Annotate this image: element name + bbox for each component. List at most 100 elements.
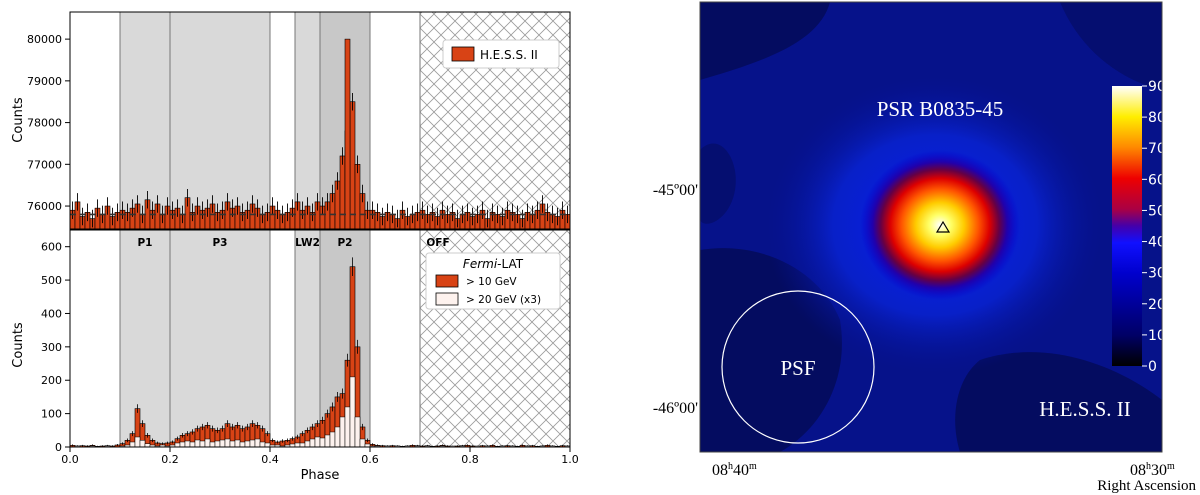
top-y-axis-label: Counts [11, 97, 26, 143]
fermi-20gev-bar [299, 442, 306, 447]
fermi-20gev-bar [209, 441, 216, 447]
fermi-20gev-bar [194, 439, 201, 447]
fermi-20gev-bar [474, 445, 481, 447]
bottom-ytick-label: 100 [41, 408, 62, 421]
legend-label-20gev: > 20 GeV (x3) [466, 294, 541, 306]
top-y-ticks: 76000 77000 78000 79000 80000 [27, 33, 70, 213]
fermi-20gev-bar [524, 445, 531, 447]
fermi-20gev-bar [439, 445, 446, 447]
fermi-20gev-bar [224, 438, 231, 447]
phase-region-p1 [120, 12, 170, 229]
hess-histogram [70, 38, 570, 229]
fermi-20gev-bar [239, 441, 246, 447]
instrument-label: H.E.S.S. II [1039, 397, 1131, 421]
xtick-label: 0.8 [461, 453, 479, 466]
xtick-label: 0.4 [261, 453, 279, 466]
pulsar-position-marker [935, 220, 951, 233]
top-ytick-label: 77000 [27, 158, 62, 171]
fermi-20gev-bar [129, 441, 136, 447]
pulsar-emission [860, 150, 1020, 300]
bottom-ytick-label: 300 [41, 341, 62, 354]
fermi-20gev-bar [564, 445, 570, 447]
top-axes-frame [69, 11, 571, 230]
fermi-20gev-bar [329, 431, 336, 447]
xtick-label: 1.0 [561, 453, 579, 466]
fermi-20gev-bar [414, 445, 421, 447]
colorbar-tick-label: 8000 [1148, 110, 1184, 126]
fermi-20gev-bar [259, 441, 266, 447]
fermi-20gev-bar [214, 440, 221, 447]
colorbar-tick-label: 5000 [1148, 203, 1184, 219]
top-ytick-label: 78000 [27, 117, 62, 130]
fermi-20gev-bar [404, 445, 411, 447]
fermi-20gev-bar [449, 445, 456, 447]
colorbar-tick-label: 3000 [1148, 266, 1184, 282]
fermi-20gev-bar [174, 442, 181, 447]
xtick-label: 0.6 [361, 453, 379, 466]
dec-tick-1: -45º00' [653, 182, 698, 199]
region-label-off: OFF [426, 237, 449, 249]
top-ytick-label: 80000 [27, 33, 62, 46]
top-panel: 76000 77000 78000 79000 80000 Counts H.E.S.S… [11, 11, 571, 230]
colorbar-tick-label: 2000 [1148, 297, 1184, 313]
fermi-20gev-bar [324, 434, 331, 447]
fermi-20gev-bar [459, 445, 466, 447]
ra-axis-label: Right Ascension [1097, 478, 1196, 494]
fermi-20gev-bar [294, 442, 301, 447]
fermi-20gev-bar [309, 438, 316, 447]
bottom-ytick-label: 600 [41, 241, 62, 254]
colorbar-tick-label: 4000 [1148, 235, 1184, 251]
fermi-20gev-bar [499, 445, 506, 447]
phase-region-labels: P1 P3 LW2 P2 OFF [137, 237, 449, 249]
fermi-20gev-bar [219, 439, 226, 447]
psf-circle [721, 290, 875, 444]
fermi-20gev-bar [244, 440, 251, 447]
legend-title: Fermi-LAT [463, 257, 524, 271]
bottom-ytick-label: 500 [41, 274, 62, 287]
bottom-axes-frame [69, 229, 571, 448]
fermi-20gev-bar [184, 440, 191, 447]
colorbar-tick-label: 1000 [1148, 328, 1184, 344]
fermi-20gev-bar [254, 438, 261, 447]
bottom-ytick-label: 200 [41, 374, 62, 387]
colorbar-tick-label: 6000 [1148, 172, 1184, 188]
dec-tick-2: -46º00' [653, 400, 698, 417]
hess-bar [349, 101, 356, 229]
fermi-20gev-bar [199, 440, 206, 447]
region-label-lw2: LW2 [295, 237, 320, 249]
xtick-label: 0.2 [161, 453, 179, 466]
phase-region-lw2 [295, 230, 320, 447]
ra-tick-2: 08h30m [1130, 461, 1175, 479]
fermi-20gev-bar [139, 440, 146, 447]
colorbar [1112, 86, 1142, 366]
hess-peak-bar [344, 38, 351, 229]
fermi-20gev-bar [314, 436, 321, 447]
legend-label-hess: H.E.S.S. II [480, 48, 538, 62]
fermi-20gev-bar [264, 442, 271, 447]
top-ytick-label: 76000 [27, 200, 62, 213]
top-legend: H.E.S.S. II [442, 39, 560, 69]
sky-map: PSF PSR B0835-45 H.E.S.S. II 0 1000 2000 30… [700, 2, 1184, 452]
hess-bar [339, 155, 346, 229]
colorbar-ticks: 0 1000 2000 3000 4000 5000 6000 7000 8000 9000 [1142, 79, 1184, 375]
fermi-20gev-bar [549, 445, 556, 447]
colorbar-tick-label: 7000 [1148, 141, 1184, 157]
fermi-20gev-bar [304, 440, 311, 447]
phase-region-p1 [120, 230, 170, 447]
legend-swatch-hess [451, 46, 475, 62]
legend-swatch-20gev [435, 292, 459, 306]
fermi-20gev-bar [384, 445, 391, 447]
legend-swatch-10gev [435, 274, 459, 288]
fermi-20gev-bar [344, 406, 351, 447]
phase-region-lw2 [295, 12, 320, 229]
hess-bar [354, 164, 361, 229]
fermi-20gev-bar [144, 443, 151, 447]
colorbar-tick-label: 9000 [1148, 79, 1184, 95]
bottom-ytick-label: 0 [55, 441, 62, 454]
fermi-20gev-bar [334, 426, 341, 447]
fermi-20gev-bar [364, 443, 371, 447]
fermi-20gev-bar [394, 445, 401, 447]
fermi-20gev-bar [354, 416, 361, 447]
fermi-20gev-bar [424, 445, 431, 447]
